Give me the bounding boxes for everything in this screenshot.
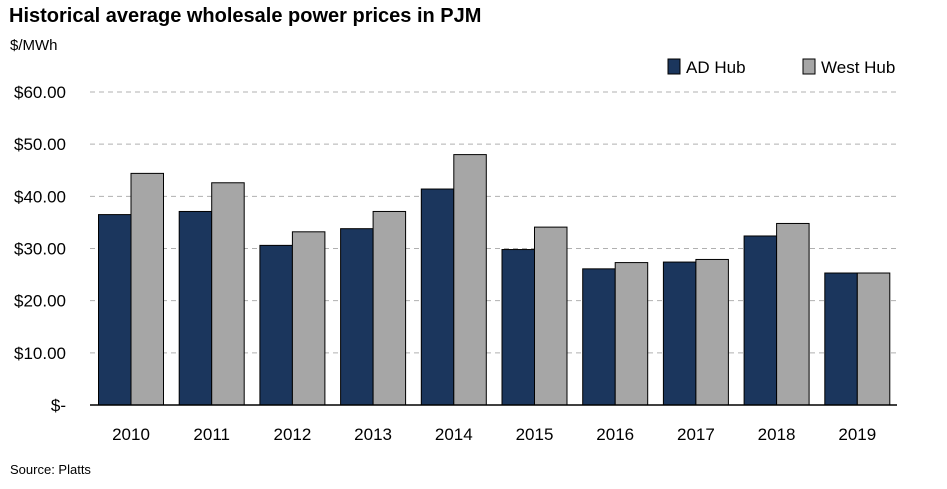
bar-west-hub-2013 [372, 210, 407, 406]
legend-swatch-ad-hub [667, 58, 681, 75]
x-tick-label: 2016 [596, 425, 634, 444]
bar-ad-hub-2014 [420, 188, 455, 406]
bar-ad-hub-2010 [98, 214, 132, 406]
y-tick-label: $20.00 [14, 292, 66, 311]
bar-west-hub-2011 [211, 182, 245, 406]
bar-ad-hub-2019 [824, 272, 858, 406]
x-tick-label: 2014 [435, 425, 473, 444]
x-tick-label: 2015 [516, 425, 554, 444]
y-tick-label: $40.00 [14, 187, 66, 206]
bar-ad-hub-2013 [340, 228, 374, 406]
y-tick-label: $60.00 [14, 83, 66, 102]
bar-ad-hub-2018 [743, 235, 778, 406]
bar-west-hub-2015 [534, 226, 568, 406]
y-tick-label: $10.00 [14, 344, 66, 363]
source-note: Source: Platts [10, 462, 91, 477]
y-tick-label: $- [51, 396, 66, 415]
x-tick-label: 2012 [273, 425, 311, 444]
bars [98, 154, 891, 406]
bar-west-hub-2018 [776, 222, 810, 406]
x-tick-label: 2019 [838, 425, 876, 444]
x-tick-label: 2017 [677, 425, 715, 444]
y-axis-unit-label: $/MWh [10, 37, 58, 54]
legend-swatch-west-hub [802, 58, 816, 75]
bar-west-hub-2019 [856, 272, 891, 406]
bar-ad-hub-2016 [582, 268, 616, 406]
bar-west-hub-2016 [614, 262, 649, 406]
x-tick-label: 2018 [758, 425, 796, 444]
axes: $- $10.00 $20.00 $30.00 $40.00 $50.00 $60.00 20… [14, 83, 897, 444]
legend-label-west-hub: West Hub [821, 58, 895, 77]
legend: AD Hub West Hub [667, 58, 895, 77]
bar-ad-hub-2011 [178, 210, 213, 406]
bar-west-hub-2014 [453, 154, 487, 406]
y-tick-label: $30.00 [14, 240, 66, 259]
bar-ad-hub-2015 [501, 249, 535, 406]
bar-west-hub-2010 [130, 172, 164, 406]
bar-ad-hub-2012 [259, 244, 293, 406]
bar-west-hub-2017 [695, 258, 729, 406]
bar-ad-hub-2017 [662, 261, 697, 406]
y-tick-label: $50.00 [14, 135, 66, 154]
x-tick-label: 2011 [193, 425, 230, 444]
x-tick-label: 2013 [354, 425, 392, 444]
legend-label-ad-hub: AD Hub [686, 58, 746, 77]
x-tick-label: 2010 [112, 425, 150, 444]
chart-title: Historical average wholesale power price… [9, 5, 482, 27]
bar-west-hub-2012 [291, 231, 326, 406]
